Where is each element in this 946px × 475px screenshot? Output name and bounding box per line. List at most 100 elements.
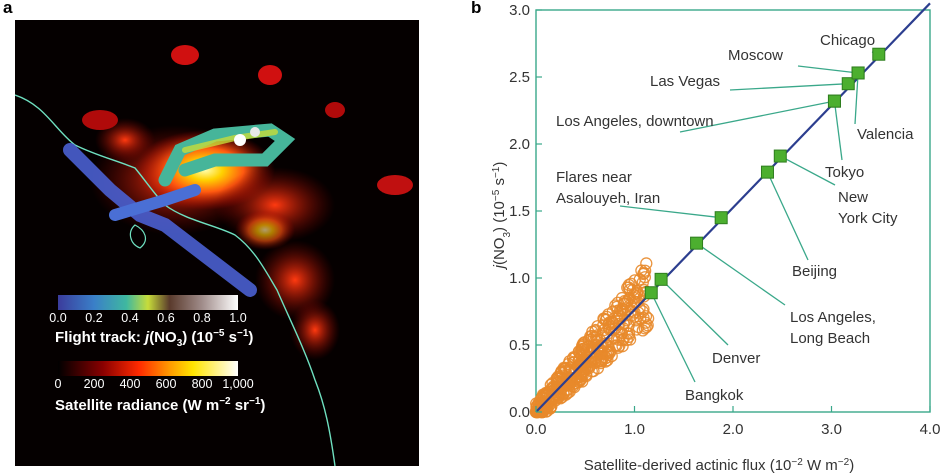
flight-point (598, 312, 611, 326)
city-leader (660, 278, 729, 346)
flight-point (555, 364, 568, 378)
flight-point (576, 340, 589, 353)
flight-point (589, 331, 603, 344)
flight-point (572, 375, 586, 389)
flight-point (638, 322, 651, 335)
city-leader (679, 100, 835, 133)
flight-point (632, 320, 645, 334)
city-marker (644, 286, 658, 300)
city-marker (760, 165, 774, 179)
city-labels: Chicago Moscow Las Vegas Valencia Los Angele… (556, 32, 914, 404)
radiance-tick: 600 (155, 377, 177, 391)
flight-point (636, 276, 649, 289)
flight-point (530, 404, 543, 417)
y-tick-label: 0.0 (509, 404, 530, 421)
city-marker (841, 77, 855, 91)
city-marker (872, 47, 886, 61)
city-marker (714, 211, 728, 225)
y-tick-label: 2.5 (509, 69, 530, 86)
radiance-colorbar (58, 361, 238, 376)
flight-point (602, 308, 615, 321)
axis-ticks: 0.0 1.0 2.0 3.0 4.0 0.0 0.5 1.0 1.5 2.0 2.5 3.0 (509, 2, 940, 438)
city-label: Valencia (857, 126, 914, 143)
flight-point (595, 352, 608, 366)
radiance-colorbar-ticks: 0 200 400 600 800 1,000 (55, 377, 254, 393)
city-label: Chicago (820, 32, 875, 49)
flight-point (613, 309, 627, 322)
city-markers (644, 47, 886, 300)
flight-point (639, 310, 653, 323)
radiance-tick: 800 (191, 377, 213, 391)
city-label: Las Vegas (650, 73, 720, 90)
flight-point (599, 351, 613, 365)
radiance-colorbar-title: Satellite radiance (W m−2 sr−1) (55, 396, 266, 414)
flight-point (589, 323, 602, 337)
flight-tick: 0.0 (49, 311, 67, 325)
city-label: Bangkok (685, 387, 744, 404)
city-marker (827, 94, 841, 108)
city-label: Tokyo (825, 164, 864, 181)
flight-point (567, 356, 580, 369)
radiance-tick: 1,000 (222, 377, 254, 391)
flight-point (622, 319, 635, 332)
flight-tick: 1.0 (229, 311, 247, 325)
flight-point (576, 366, 589, 380)
city-label: Denver (712, 350, 760, 367)
city-marker (690, 236, 704, 250)
city-label: Beijing (792, 263, 837, 280)
flight-point (531, 405, 544, 419)
flight-point (609, 299, 622, 312)
panel-a-letter: a (3, 0, 13, 17)
city-label: Los Angeles, Long Beach (790, 309, 876, 347)
coastline (15, 94, 336, 466)
city-marker (654, 272, 668, 286)
flight-tick: 0.4 (121, 311, 139, 325)
satellite-map: 0.0 0.2 0.4 0.6 0.8 1.0 Flight track: j(… (15, 20, 419, 466)
flight-colorbar-ticks: 0.0 0.2 0.4 0.6 0.8 1.0 (49, 311, 246, 327)
x-tick-label: 3.0 (821, 421, 842, 438)
x-tick-label: 0.0 (526, 421, 547, 438)
city-leader (854, 72, 859, 125)
flight-point (641, 319, 654, 332)
city-leader (619, 205, 722, 219)
flight-colorbar (58, 295, 238, 310)
flight-tick: 0.2 (85, 311, 103, 325)
flight-point (627, 295, 641, 308)
flight-point (551, 372, 564, 385)
city-leader (766, 171, 809, 261)
flight-tick: 0.6 (157, 311, 175, 325)
city-label: Moscow (728, 47, 783, 64)
flight-point (639, 316, 652, 329)
flight-point (620, 333, 634, 347)
city-leaders (619, 51, 879, 383)
flight-point (621, 302, 634, 316)
y-tick-label: 3.0 (509, 2, 530, 19)
radiance-tick: 200 (83, 377, 105, 391)
city-leader (797, 65, 859, 74)
flight-point (609, 321, 622, 335)
city-marker (851, 66, 865, 80)
x-tick-label: 4.0 (920, 421, 941, 438)
city-marker (773, 149, 787, 163)
flight-track (63, 123, 296, 297)
flight-point (616, 340, 629, 353)
city-leader (650, 292, 696, 383)
flight-point (595, 347, 608, 360)
flight-points (529, 257, 655, 419)
x-tick-label: 1.0 (624, 421, 645, 438)
city-leader (833, 101, 843, 161)
y-tick-label: 2.0 (509, 136, 530, 153)
flight-point (563, 385, 576, 398)
flight-point (618, 297, 631, 310)
x-tick-label: 2.0 (723, 421, 744, 438)
y-tick-label: 1.0 (509, 270, 530, 287)
city-label: Flares near Asalouyeh, Iran (556, 169, 660, 207)
panel-b-letter: b (471, 0, 482, 17)
flight-point (590, 335, 603, 348)
flight-point (578, 342, 591, 355)
city-leader (779, 155, 836, 186)
y-axis-title: j(NO3) (10−5 s−1) (491, 162, 513, 271)
y-tick-label: 0.5 (509, 337, 530, 354)
flight-point (637, 267, 650, 281)
city-leader (696, 242, 786, 306)
